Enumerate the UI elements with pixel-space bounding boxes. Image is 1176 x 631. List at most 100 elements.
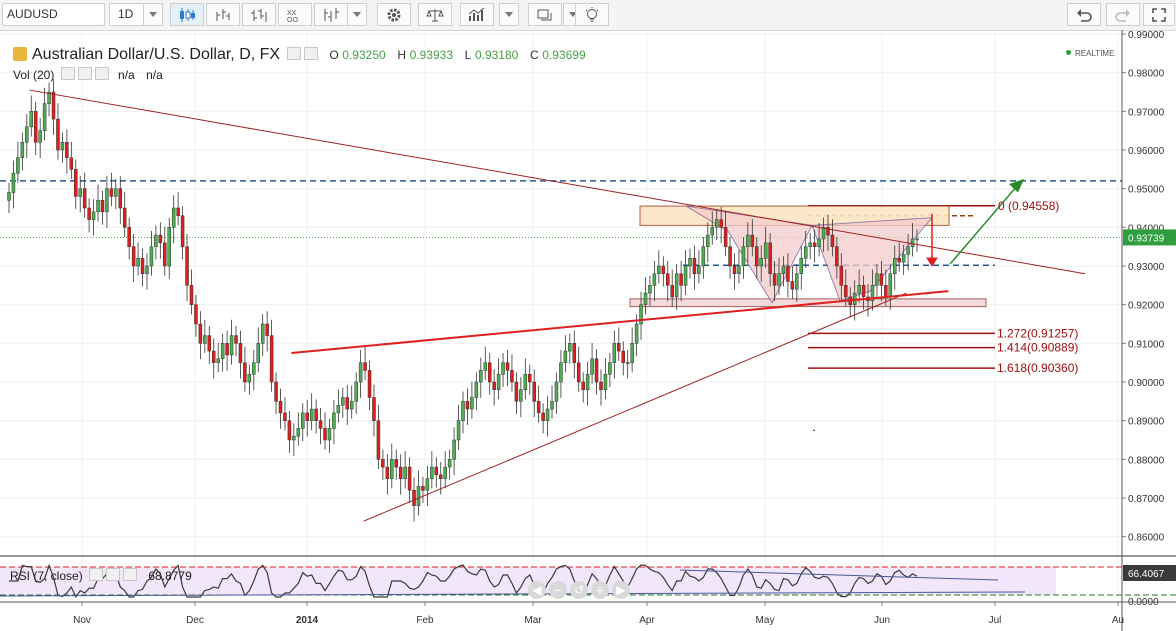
candle-body (714, 219, 719, 228)
candle-body (634, 323, 639, 344)
candle-body (7, 192, 11, 201)
candle-body (443, 466, 447, 479)
chevron-down-icon (505, 12, 513, 17)
last-price-tag (1123, 229, 1176, 246)
candle-body (523, 374, 528, 390)
close-label: C (529, 48, 539, 62)
redo-button[interactable] (1106, 3, 1140, 26)
candle-body (719, 219, 723, 228)
candles (7, 79, 919, 522)
candle-body (376, 420, 381, 460)
compare-button[interactable] (418, 3, 452, 26)
zoom-out-icon[interactable]: − (549, 581, 567, 599)
symbol-text: AUDUSD (7, 7, 58, 21)
rsi-legend: RSI (7, close) 68.8779 (10, 568, 192, 583)
candle-body (274, 381, 278, 402)
close-icon[interactable] (123, 568, 138, 581)
candle-body (884, 285, 888, 298)
candle-body (234, 335, 238, 344)
candle-body (69, 157, 74, 170)
candle-body (292, 435, 296, 441)
point-figure-button[interactable]: XX OO (278, 3, 312, 26)
settings-icon[interactable] (106, 568, 121, 581)
candle-body (145, 265, 149, 274)
interval-caret-button[interactable] (143, 3, 163, 26)
candle-body (510, 370, 514, 383)
indicators-button[interactable] (460, 3, 494, 26)
candle-body (118, 188, 123, 209)
candles-style-button[interactable] (170, 3, 204, 26)
symbol-legend: Australian Dollar/U.S. Dollar, D, FX O 0… (13, 46, 586, 64)
scroll-left-icon[interactable]: ◀ (528, 581, 546, 599)
y-tick-label: 0.91000 (1128, 339, 1165, 350)
up-arrow-head (1009, 179, 1024, 193)
rsi-label: RSI (7, close) (10, 569, 83, 583)
rsi-divergence-line (679, 569, 999, 581)
candle-body (581, 381, 585, 390)
volume-legend: Vol (20) n/a n/a (13, 67, 163, 82)
candle-body (394, 459, 398, 468)
candle-body (354, 381, 358, 402)
candle-body (407, 466, 412, 491)
interval-select[interactable]: 1D (109, 3, 144, 26)
candle-body (465, 401, 470, 410)
renko-style-button[interactable] (314, 3, 348, 26)
candle-body (728, 246, 732, 267)
candle-body (127, 227, 131, 247)
chart-style-caret-button[interactable] (347, 3, 367, 26)
candle-body (879, 273, 884, 286)
templates-button[interactable] (528, 3, 562, 26)
zoom-in-icon[interactable]: + (591, 581, 609, 599)
neckline-trendline (291, 290, 949, 354)
candle-body (550, 401, 554, 410)
candle-body (452, 439, 456, 460)
candle-body (746, 234, 750, 247)
heikin-style-button[interactable] (206, 3, 240, 26)
candle-body (910, 238, 915, 247)
undo-button[interactable] (1067, 3, 1101, 26)
candle-body (781, 265, 786, 274)
close-icon[interactable] (94, 67, 109, 80)
candle-body (434, 466, 439, 476)
bar-style-button[interactable] (242, 3, 276, 26)
alert-button[interactable] (575, 3, 609, 26)
candle-body (332, 412, 336, 429)
candle-body (243, 362, 247, 383)
candle-body (759, 258, 763, 267)
candle-body (777, 273, 781, 286)
settings-icon[interactable] (77, 67, 92, 80)
eye-icon[interactable] (286, 47, 301, 60)
candle-body (42, 103, 47, 131)
candle-body (563, 350, 568, 363)
fullscreen-button[interactable] (1143, 3, 1175, 26)
candle-body (857, 285, 861, 294)
candle-body (492, 381, 496, 390)
eye-icon[interactable] (89, 568, 104, 581)
indicators-caret-button[interactable] (499, 3, 519, 26)
settings-button[interactable] (377, 3, 411, 26)
svg-text:XX: XX (287, 10, 297, 17)
candle-body (723, 227, 728, 247)
fib-label: 1.272(0.91257) (997, 326, 1078, 340)
volume-value-2: n/a (146, 68, 163, 82)
high-label: H (397, 48, 406, 62)
candle-body (260, 323, 265, 344)
realtime-indicator: REALTIME (1066, 49, 1114, 58)
candle-body (203, 335, 207, 344)
reset-icon[interactable]: ↺ (570, 581, 588, 599)
candle-body (479, 370, 483, 383)
scroll-right-icon[interactable]: ▶ (612, 581, 630, 599)
symbol-search-input[interactable]: AUDUSD (2, 3, 105, 26)
candle-body (78, 188, 82, 197)
candle-body (296, 428, 301, 437)
candle-body (341, 397, 345, 406)
candles-icon (180, 7, 195, 22)
candle-body (470, 397, 474, 410)
candle-body (207, 335, 212, 352)
ohlc-bars-icon (251, 8, 267, 22)
eye-icon[interactable] (60, 67, 75, 80)
settings-icon[interactable] (303, 47, 318, 60)
lower-trendline (363, 292, 907, 522)
candle-body (679, 273, 683, 286)
